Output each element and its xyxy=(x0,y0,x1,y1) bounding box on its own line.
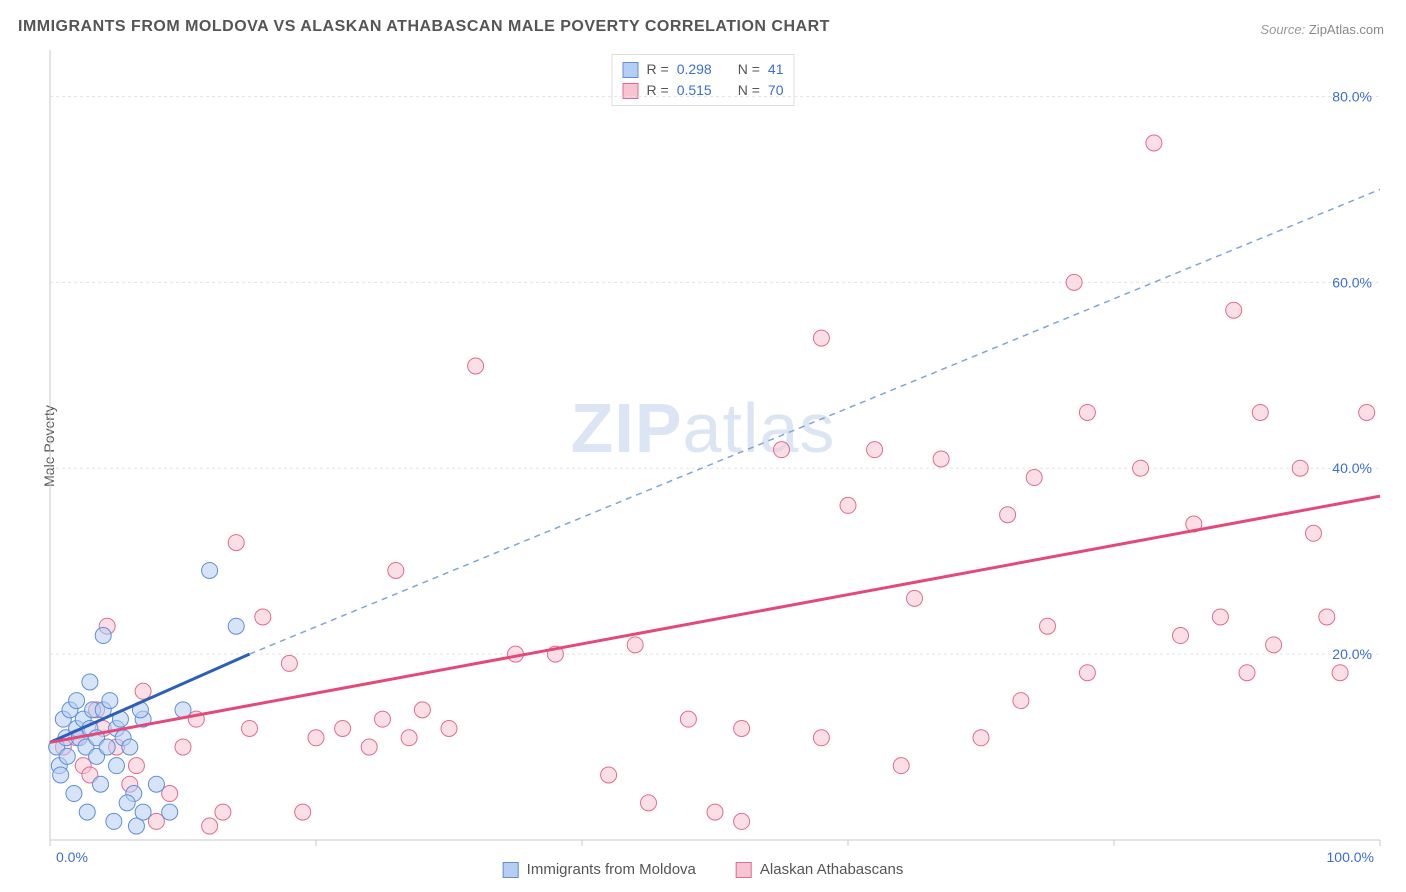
swatch-icon xyxy=(503,862,519,878)
svg-text:100.0%: 100.0% xyxy=(1327,849,1374,865)
scatter-chart: 20.0% 40.0% 60.0% 80.0% 0.0% 100.0% xyxy=(0,0,1406,892)
legend-item-1: Immigrants from Moldova xyxy=(503,861,696,878)
svg-text:0.0%: 0.0% xyxy=(56,849,88,865)
svg-text:20.0%: 20.0% xyxy=(1332,646,1372,662)
legend-label: Alaskan Athabascans xyxy=(760,861,903,878)
legend-label: Immigrants from Moldova xyxy=(527,861,696,878)
legend-item-2: Alaskan Athabascans xyxy=(736,861,903,878)
svg-text:60.0%: 60.0% xyxy=(1332,274,1372,290)
svg-text:80.0%: 80.0% xyxy=(1332,88,1372,104)
legend-series: Immigrants from Moldova Alaskan Athabasc… xyxy=(503,861,904,878)
svg-text:40.0%: 40.0% xyxy=(1332,460,1372,476)
chart-container: IMMIGRANTS FROM MOLDOVA VS ALASKAN ATHAB… xyxy=(0,0,1406,892)
swatch-icon xyxy=(736,862,752,878)
